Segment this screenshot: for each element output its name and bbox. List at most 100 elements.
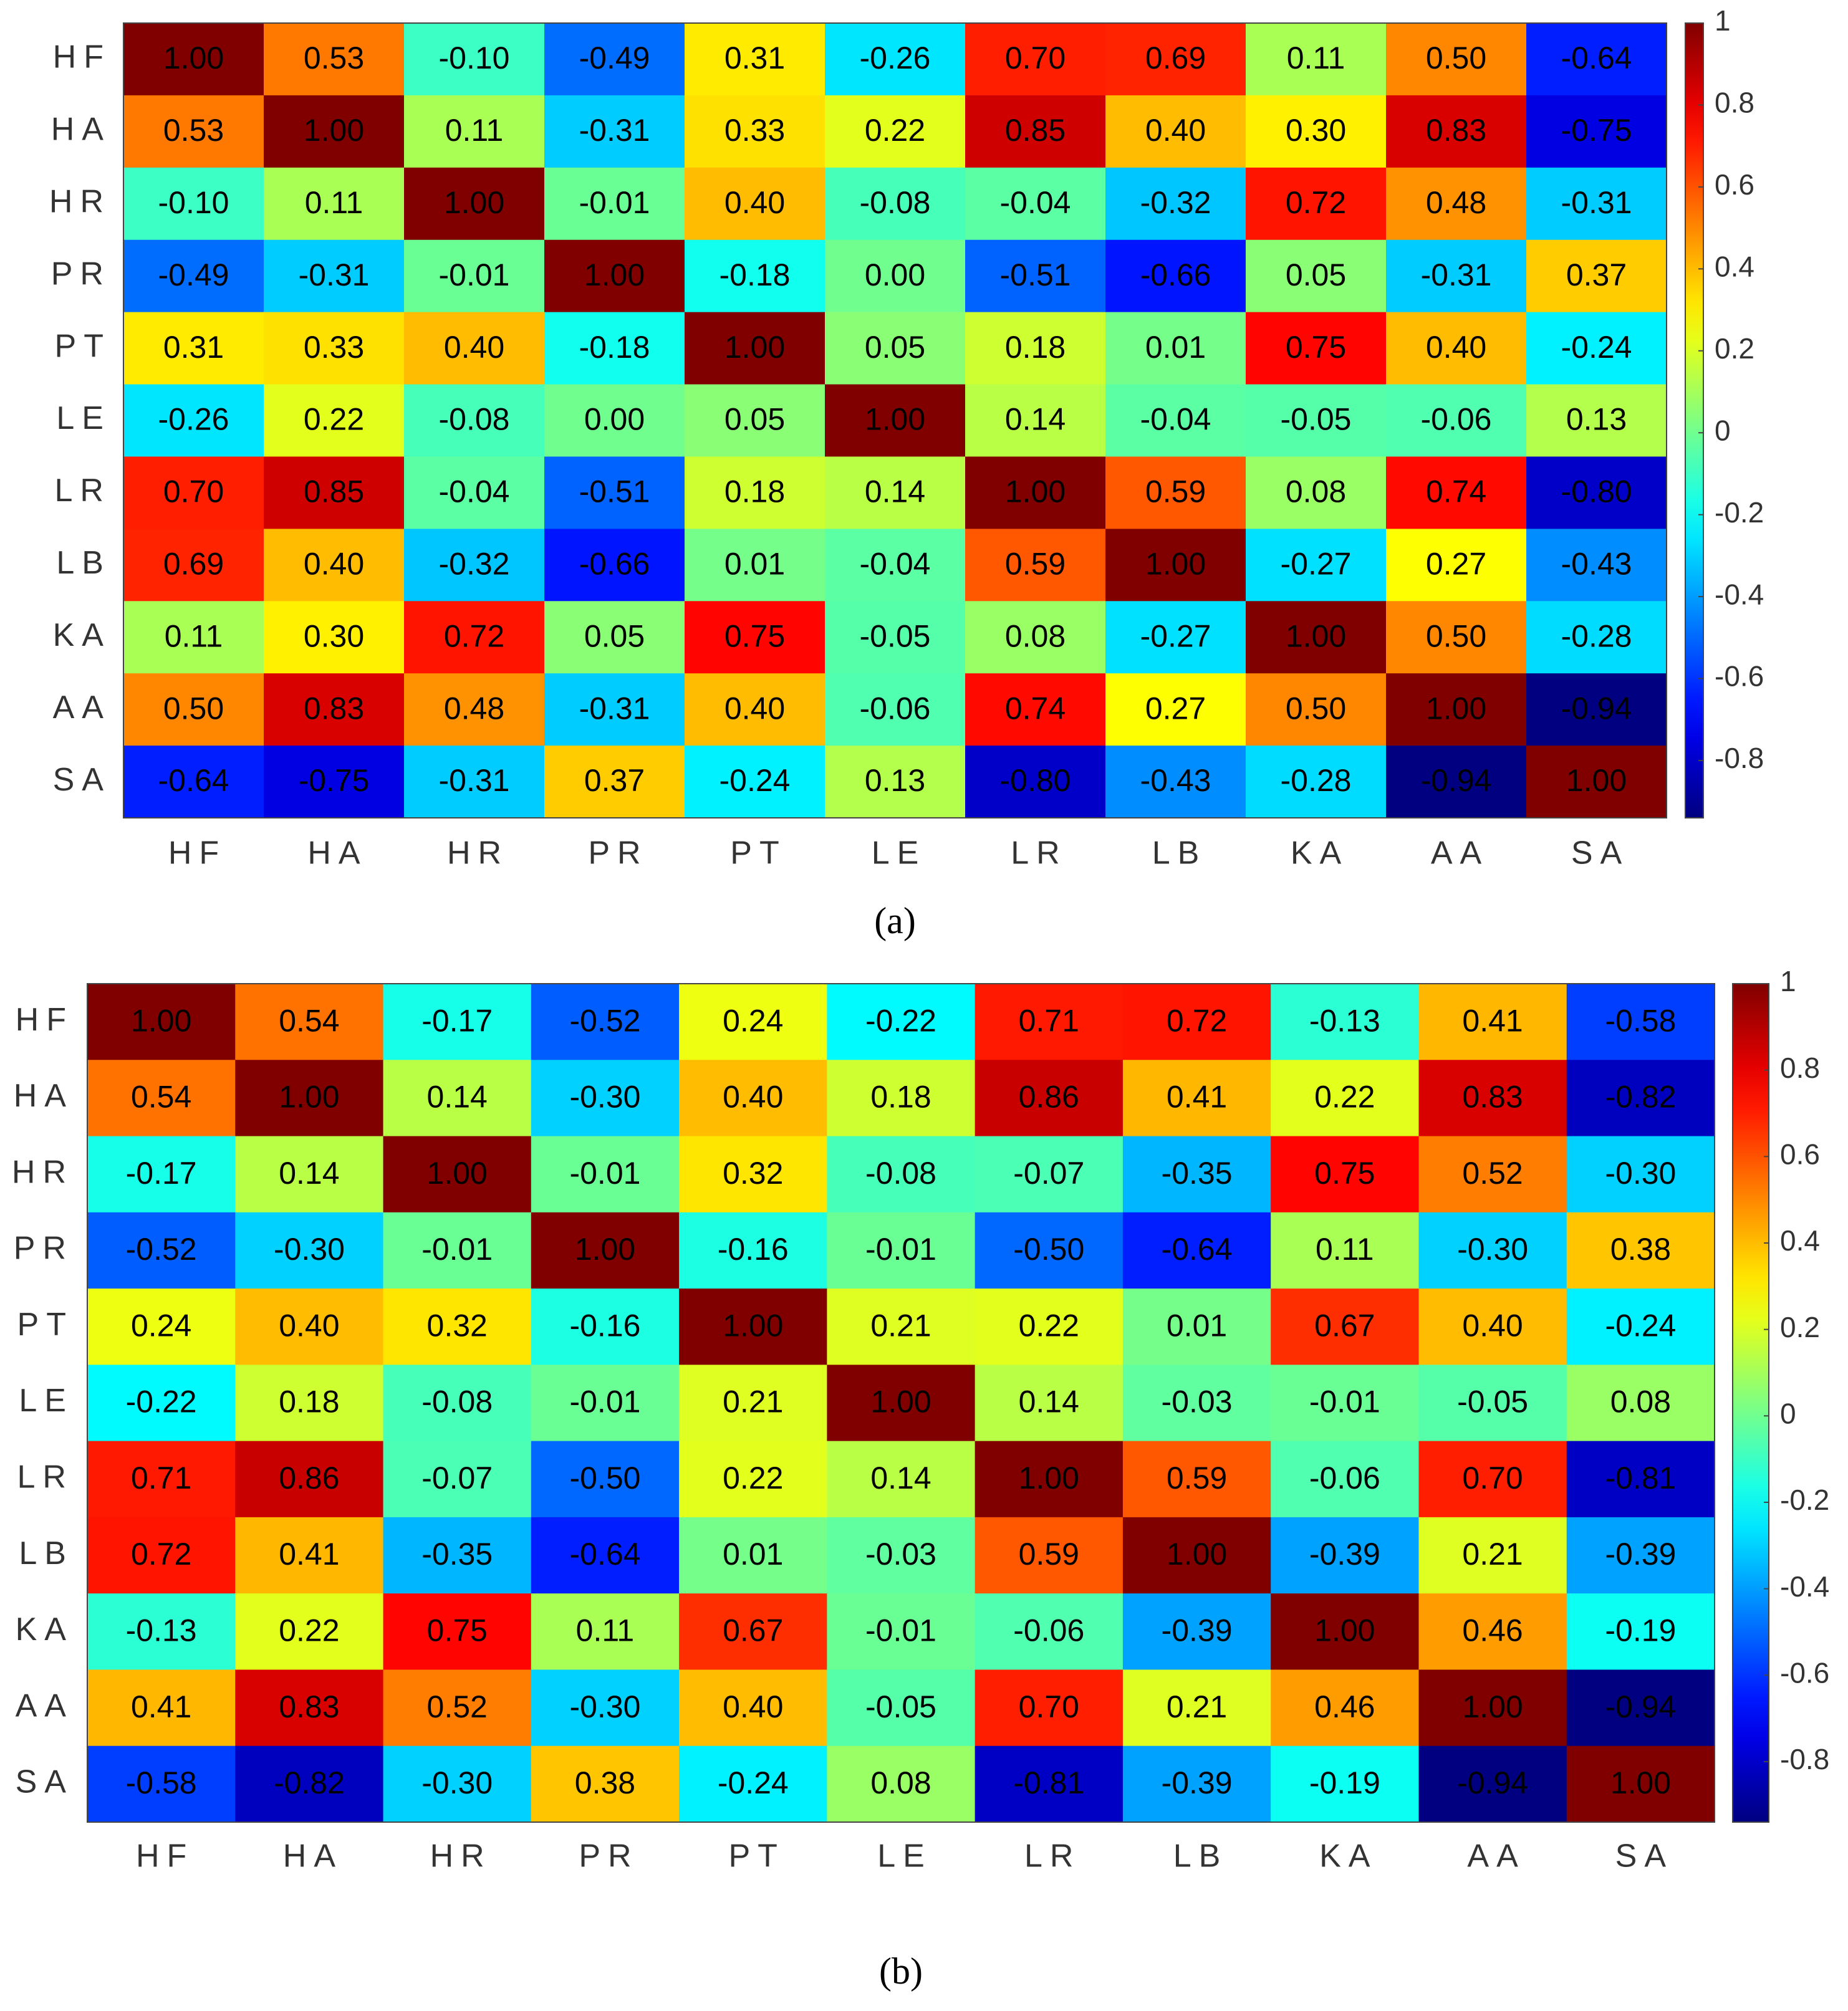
- cell-label: 1.00: [1167, 1537, 1227, 1572]
- cell-label: -0.01: [865, 1613, 936, 1648]
- y-tick-label: KA: [16, 1611, 74, 1648]
- cell-label: 0.11: [305, 185, 363, 220]
- cell-label: 0.83: [1426, 113, 1486, 148]
- cell-label: 0.59: [1005, 547, 1066, 582]
- cell-label: -0.50: [1013, 1232, 1084, 1267]
- cell-label: 0.32: [723, 1156, 783, 1191]
- heatmap-cell: [1526, 95, 1667, 168]
- heatmap-cell: [1105, 312, 1246, 385]
- y-tick-label: PR: [51, 256, 111, 292]
- cell-label: 0.37: [1566, 257, 1627, 292]
- cell-label: 0.18: [870, 1080, 931, 1115]
- cell-label: -0.06: [1013, 1613, 1084, 1648]
- heatmap-cell: [965, 673, 1106, 746]
- cell-label: -0.94: [1605, 1689, 1676, 1724]
- colorbar-tick-label: 0.4: [1715, 250, 1754, 282]
- cell-label: -0.75: [299, 763, 370, 798]
- heatmap-cell: [965, 239, 1106, 313]
- cell-label: -0.05: [865, 1689, 936, 1724]
- x-tick-label: PT: [730, 835, 786, 871]
- cell-label: 1.00: [723, 1308, 783, 1343]
- cell-label: -0.01: [569, 1385, 640, 1419]
- cell-label: 1.00: [131, 1003, 191, 1038]
- cell-label: -0.31: [579, 691, 650, 726]
- heatmap-cell: [679, 1289, 827, 1365]
- heatmap-cell: [87, 984, 236, 1060]
- heatmap-cell: [1105, 529, 1246, 602]
- cell-label: 0.21: [723, 1385, 783, 1419]
- cell-label: 0.40: [304, 547, 364, 582]
- y-tick-label: LB: [19, 1535, 74, 1572]
- heatmap-cell: [87, 1136, 236, 1213]
- cell-label: -0.30: [569, 1689, 640, 1724]
- cell-label: 0.50: [163, 691, 224, 726]
- heatmap-cell: [965, 23, 1106, 96]
- heatmap-cell: [264, 601, 405, 674]
- heatmap-cell: [1418, 1593, 1567, 1670]
- cell-label: 1.00: [1426, 691, 1486, 726]
- cell-label: 1.00: [444, 185, 504, 220]
- heatmap-cell: [1566, 1517, 1715, 1594]
- heatmap-cell: [1418, 1517, 1567, 1594]
- cell-label: 0.30: [1286, 113, 1346, 148]
- heatmap-cell: [235, 1669, 384, 1747]
- heatmap-cell: [1271, 984, 1419, 1060]
- heatmap-cell: [1105, 95, 1246, 168]
- heatmap-cell: [685, 384, 825, 457]
- heatmap-cell: [264, 23, 405, 96]
- colorbar-tick-label: 1: [1715, 4, 1731, 37]
- heatmap-cell: [825, 384, 966, 457]
- cell-label: -0.94: [1457, 1765, 1528, 1800]
- heatmap-cell: [1122, 984, 1271, 1060]
- cell-label: -0.08: [421, 1385, 493, 1419]
- cell-label: 0.48: [444, 691, 504, 726]
- heatmap-cell: [1526, 384, 1667, 457]
- heatmap-cell: [975, 1593, 1124, 1670]
- cell-label: 0.40: [1426, 330, 1486, 365]
- cell-label: 0.22: [1314, 1080, 1375, 1115]
- cell-label: -0.30: [1457, 1232, 1528, 1267]
- cell-label: 0.59: [1145, 474, 1206, 509]
- cell-label: 0.67: [723, 1613, 783, 1648]
- x-tick-label: LR: [1024, 1838, 1080, 1874]
- cell-label: 0.21: [870, 1308, 931, 1343]
- y-tick-label: HR: [12, 1154, 74, 1190]
- heatmap-cell: [975, 1289, 1124, 1365]
- heatmap-cell: [1386, 673, 1527, 746]
- cell-label: 0.21: [1167, 1689, 1227, 1724]
- cell-label: -0.27: [1140, 618, 1211, 653]
- heatmap-cell: [404, 384, 545, 457]
- colorbar-tick-label: -0.2: [1780, 1484, 1829, 1516]
- cell-label: 0.40: [723, 1689, 783, 1724]
- heatmap-cell: [235, 1441, 384, 1518]
- heatmap-cell: [825, 673, 966, 746]
- cell-label: -0.31: [439, 763, 510, 798]
- heatmap-cell: [87, 1517, 236, 1594]
- heatmap-cell: [685, 167, 825, 241]
- heatmap-cell: [1418, 1365, 1567, 1442]
- cell-label: -0.31: [1561, 185, 1632, 220]
- heatmap-cell: [1386, 601, 1527, 674]
- heatmap-cell: [1246, 167, 1387, 241]
- cell-label: -0.27: [1281, 547, 1352, 582]
- cell-label: -0.64: [1561, 41, 1632, 75]
- heatmap-cell: [544, 239, 685, 313]
- cell-label: 0.22: [723, 1461, 783, 1495]
- cell-label: 0.75: [427, 1613, 488, 1648]
- heatmap-cell: [544, 529, 685, 602]
- heatmap-cell: [1526, 601, 1667, 674]
- y-tick-label: HA: [14, 1078, 74, 1114]
- heatmap-cell: [235, 1365, 384, 1442]
- x-tick-label: HF: [168, 835, 226, 871]
- heatmap-cell: [123, 167, 264, 241]
- cell-label: -0.64: [1162, 1232, 1233, 1267]
- heatmap-cell: [264, 239, 405, 313]
- y-tick-label: HA: [51, 112, 111, 148]
- cell-label: 0.59: [1019, 1537, 1079, 1572]
- heatmap-cell: [87, 1289, 236, 1365]
- cell-label: 0.14: [1019, 1385, 1079, 1419]
- colorbar-tick-label: 1: [1780, 965, 1796, 997]
- cell-label: 0.46: [1314, 1689, 1375, 1724]
- x-tick-label: HA: [307, 835, 367, 871]
- y-tick-label: HF: [53, 39, 111, 75]
